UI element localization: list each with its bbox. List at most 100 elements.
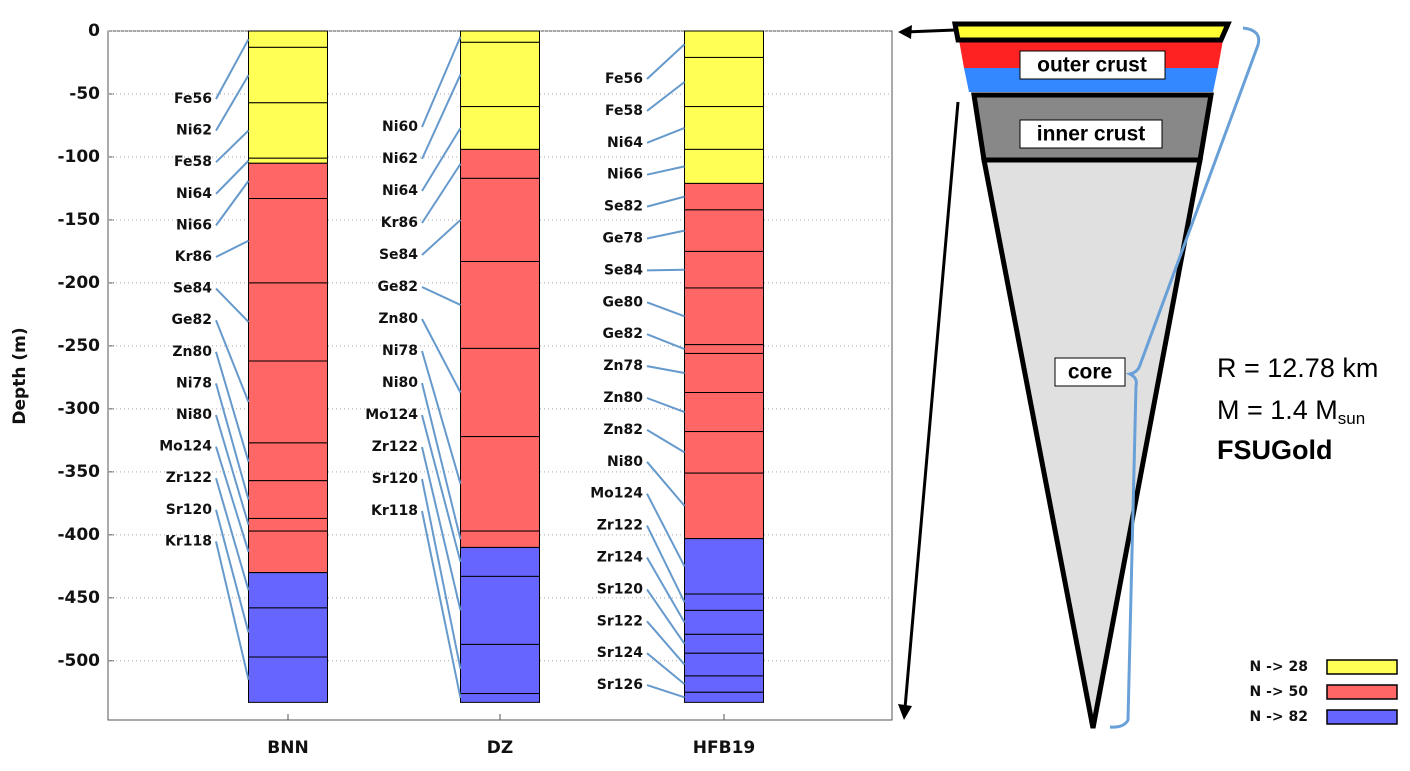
label-box [1019,50,1166,80]
layer-label: Fe56 [174,91,212,107]
layer-label: Kr118 [371,503,418,519]
leader-line [421,36,462,128]
layer-label: Zn80 [172,344,212,360]
layer-label: Mo124 [365,407,418,423]
layer-label: Mo124 [590,486,643,502]
layer [684,106,764,150]
leader-line [215,239,249,258]
layer-label: Ge82 [378,279,418,295]
leader-line [646,525,686,603]
layer [248,102,328,159]
layer [684,352,764,394]
layer [248,282,328,362]
layer [684,633,764,654]
leader-line [421,446,462,611]
leader-line [215,319,250,403]
arrow [903,101,960,709]
mass-unit: sun [1338,409,1365,428]
layer-label: Zn82 [603,422,643,438]
leader-line [215,287,250,323]
label-box [1054,357,1126,387]
x-tick-label: HFB19 [693,738,755,758]
layer [684,392,764,433]
layer [248,442,328,482]
layer-label: Ni66 [607,167,643,183]
layer-label: Ni64 [382,183,418,199]
layer-label: Ni80 [607,454,643,470]
inner-crust-label: inner crust [1037,123,1146,146]
legend-swatch [1326,659,1398,675]
layer-label: Zn80 [378,311,418,327]
layer [684,182,764,211]
layer [684,287,764,346]
layer-label: Ge78 [603,231,643,247]
layer-label: Ni64 [176,186,212,202]
layer-label: Sr120 [372,471,418,487]
leader-line [421,163,462,224]
arrowhead [898,704,912,720]
leader-line [215,351,250,463]
layer-label: Ni64 [607,135,643,151]
label-box [1019,119,1163,149]
layer-label: Mo124 [159,439,212,455]
layer [460,693,540,703]
layer-label: Ni80 [382,375,418,391]
layer [684,593,764,611]
layer-label: Ni62 [382,151,418,167]
y-tick-label: -450 [57,588,100,608]
layer-label: Sr122 [597,613,643,629]
layer-label: Ni78 [382,343,418,359]
layer-label: Ni60 [382,119,418,135]
layer [248,517,328,532]
leader-line [215,509,250,633]
layer [460,347,540,438]
layer-label: Sr120 [597,581,643,597]
layer [684,472,764,540]
outer-outline [951,21,1232,43]
layer-label: Zr122 [166,470,212,486]
leader-line [215,383,250,500]
leader-line [646,301,685,318]
leader-line [421,478,462,670]
legend-label: N -> 50 [1250,684,1309,700]
leader-line [646,652,686,685]
leader-line [646,229,685,240]
layer [248,30,328,48]
layer-label: Zr124 [597,550,644,566]
mass: M = 1.4 Msun [1217,395,1365,428]
layer-label: Ni78 [176,375,212,391]
layer-label: Zr122 [372,439,418,455]
layer [684,609,764,635]
layer [460,546,540,577]
star-diagram: outer crust inner crust core R = 12.78 k… [898,21,1378,729]
layer-label: Fe58 [605,103,643,119]
layer-label: Sr124 [597,645,643,661]
layer [684,344,764,354]
leader-line [421,318,462,393]
legend-label: N -> 28 [1250,659,1309,675]
layer [684,675,764,693]
x-tick-label: BNN [267,738,308,758]
layer [248,162,328,200]
leader-line [646,493,686,567]
leader-line [421,414,462,563]
layer-label: Ni66 [176,217,212,233]
core-label: core [1068,361,1112,384]
leader-line [421,350,462,485]
legend-swatch [1326,709,1398,725]
leader-line [421,127,462,192]
layer [684,652,764,677]
layer [248,656,328,703]
leader-line [646,397,685,413]
layer [248,198,328,284]
leader-line [646,43,686,80]
layer [460,261,540,349]
layer [460,436,540,532]
leader-line [646,461,686,507]
leader-line [421,510,462,699]
layer [684,250,764,289]
y-tick-label: -250 [57,336,100,356]
layer [460,30,540,43]
layer [684,209,764,252]
